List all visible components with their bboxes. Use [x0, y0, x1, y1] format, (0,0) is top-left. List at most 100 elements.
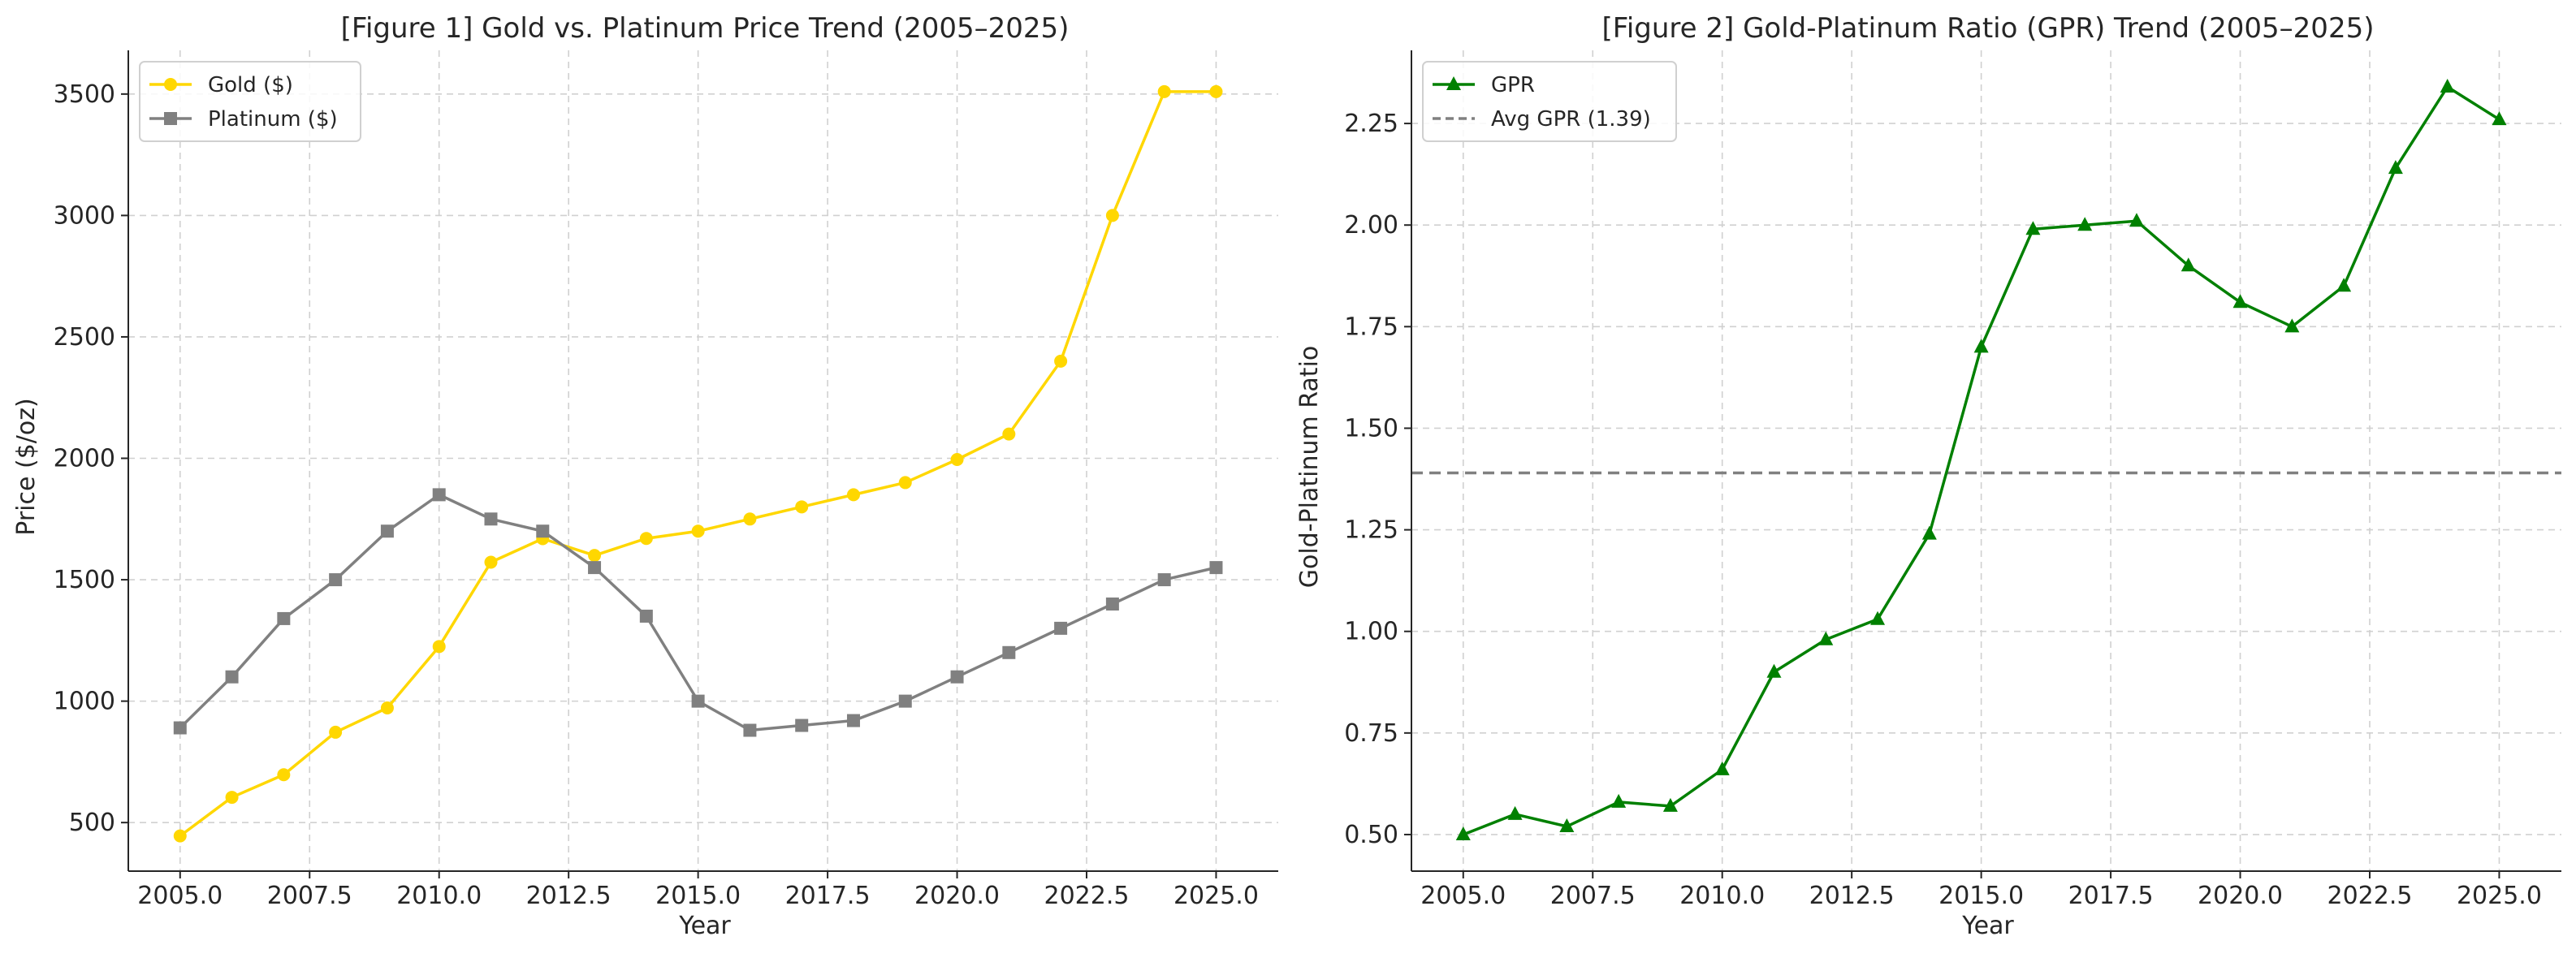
- axis-spines: [1411, 50, 2561, 872]
- data-point: [898, 694, 912, 708]
- data-point: [588, 561, 602, 575]
- y-axis-label: Price ($/oz): [12, 398, 41, 535]
- data-point: [691, 694, 705, 708]
- legend-label: Gold ($): [208, 73, 293, 97]
- axis-spines: [128, 50, 1278, 872]
- data-point: [743, 512, 757, 526]
- data-point: [277, 611, 291, 625]
- x-tick-label: 2005.0: [1420, 882, 1506, 910]
- grid: [128, 50, 1278, 871]
- data-point: [173, 829, 187, 843]
- y-tick-label: 2.25: [1344, 110, 1398, 138]
- axis-ticks: 2005.0 2007.5 2010.0 2012.5 2015.0 2017.5 2020…: [1344, 110, 2542, 910]
- legend-marker: [1446, 76, 1461, 90]
- data-point: [329, 573, 343, 587]
- legend-marker: [164, 112, 177, 125]
- data-point: [1611, 793, 1627, 808]
- data-point: [743, 723, 757, 737]
- x-tick-label: 2022.5: [1044, 882, 1130, 910]
- legend: GPR Avg GPR (1.39): [1422, 61, 1677, 142]
- data-point: [1054, 354, 1068, 368]
- data-point: [846, 488, 860, 502]
- data-point: [2336, 278, 2352, 292]
- y-tick-label: 1.25: [1344, 516, 1398, 545]
- legend-box: [139, 61, 361, 142]
- data-point: [1714, 761, 1730, 775]
- x-tick-label: 2020.0: [914, 882, 1000, 910]
- gpr-ratio-chart: [Figure 2] Gold-Platinum Ratio (GPR) Tre…: [1295, 12, 2561, 940]
- data-point: [225, 670, 239, 684]
- data-point: [2440, 79, 2455, 93]
- y-tick-label: 3500: [54, 80, 115, 109]
- data-point: [1818, 631, 1834, 645]
- data-point: [225, 791, 239, 805]
- data-point: [1157, 573, 1171, 587]
- data-point: [329, 725, 343, 739]
- data-point: [173, 721, 187, 735]
- y-tick-label: 1.50: [1344, 414, 1398, 442]
- x-tick-label: 2010.0: [1679, 882, 1765, 910]
- y-tick-label: 0.75: [1344, 719, 1398, 748]
- data-point: [588, 549, 602, 563]
- data-point: [1559, 818, 1575, 832]
- data-point: [1209, 561, 1223, 575]
- gold-platinum-price-chart: [Figure 1] Gold vs. Platinum Price Trend…: [12, 12, 1278, 940]
- legend-label: GPR: [1491, 73, 1535, 97]
- data-point: [846, 714, 860, 727]
- data-point: [950, 453, 964, 467]
- x-tick-label: 2025.0: [1173, 882, 1259, 910]
- x-tick-label: 2012.5: [526, 882, 612, 910]
- data-point: [639, 609, 653, 623]
- legend-label: Avg GPR (1.39): [1491, 107, 1651, 132]
- data-point: [380, 701, 394, 714]
- y-tick-label: 3000: [54, 201, 115, 230]
- axis-ticks: 2005.0 2007.5 2010.0 2012.5 2015.0 2017.5 2020…: [54, 80, 1259, 910]
- data-point: [1973, 339, 1989, 353]
- data-point: [484, 512, 498, 526]
- legend-marker: [164, 78, 177, 91]
- x-tick-label: 2022.5: [2327, 882, 2413, 910]
- legend-label: Platinum ($): [208, 107, 338, 132]
- data-point: [795, 500, 809, 514]
- x-tick-label: 2017.5: [2068, 882, 2154, 910]
- x-tick-label: 2020.0: [2198, 882, 2283, 910]
- data-point: [2232, 294, 2248, 309]
- data-point: [2388, 160, 2403, 175]
- data-point: [2025, 221, 2041, 235]
- x-tick-label: 2007.5: [1550, 882, 1636, 910]
- x-tick-label: 2005.0: [137, 882, 223, 910]
- data-point: [1105, 209, 1119, 222]
- data-point: [2181, 257, 2196, 272]
- y-tick-label: 1500: [54, 566, 115, 594]
- y-tick-label: 1.00: [1344, 618, 1398, 646]
- data-point: [536, 524, 550, 538]
- y-tick-label: 0.50: [1344, 821, 1398, 849]
- legend: Gold ($) Platinum ($): [139, 61, 361, 142]
- data-point: [2077, 217, 2093, 231]
- data-point: [1662, 797, 1678, 812]
- y-tick-label: 1.75: [1344, 313, 1398, 341]
- data-point: [380, 524, 394, 538]
- data-point: [1870, 611, 1886, 625]
- x-tick-label: 2025.0: [2457, 882, 2542, 910]
- data-point: [484, 555, 498, 569]
- x-tick-label: 2010.0: [396, 882, 482, 910]
- data-point: [1209, 84, 1223, 98]
- data-point: [898, 476, 912, 490]
- legend-box: [1422, 61, 1677, 142]
- data-point: [2492, 111, 2507, 126]
- x-tick-label: 2015.0: [1938, 882, 2024, 910]
- x-axis-label: Year: [1961, 912, 2014, 940]
- y-tick-label: 2.00: [1344, 211, 1398, 240]
- data-point: [2129, 213, 2144, 227]
- data-point: [639, 532, 653, 546]
- data-point: [277, 768, 291, 782]
- data-point: [1921, 525, 1937, 540]
- data-point: [432, 640, 446, 654]
- y-tick-label: 2000: [54, 445, 115, 473]
- chart-title: [Figure 1] Gold vs. Platinum Price Trend…: [341, 12, 1070, 45]
- data-point: [1455, 826, 1471, 840]
- data-point: [1157, 84, 1171, 98]
